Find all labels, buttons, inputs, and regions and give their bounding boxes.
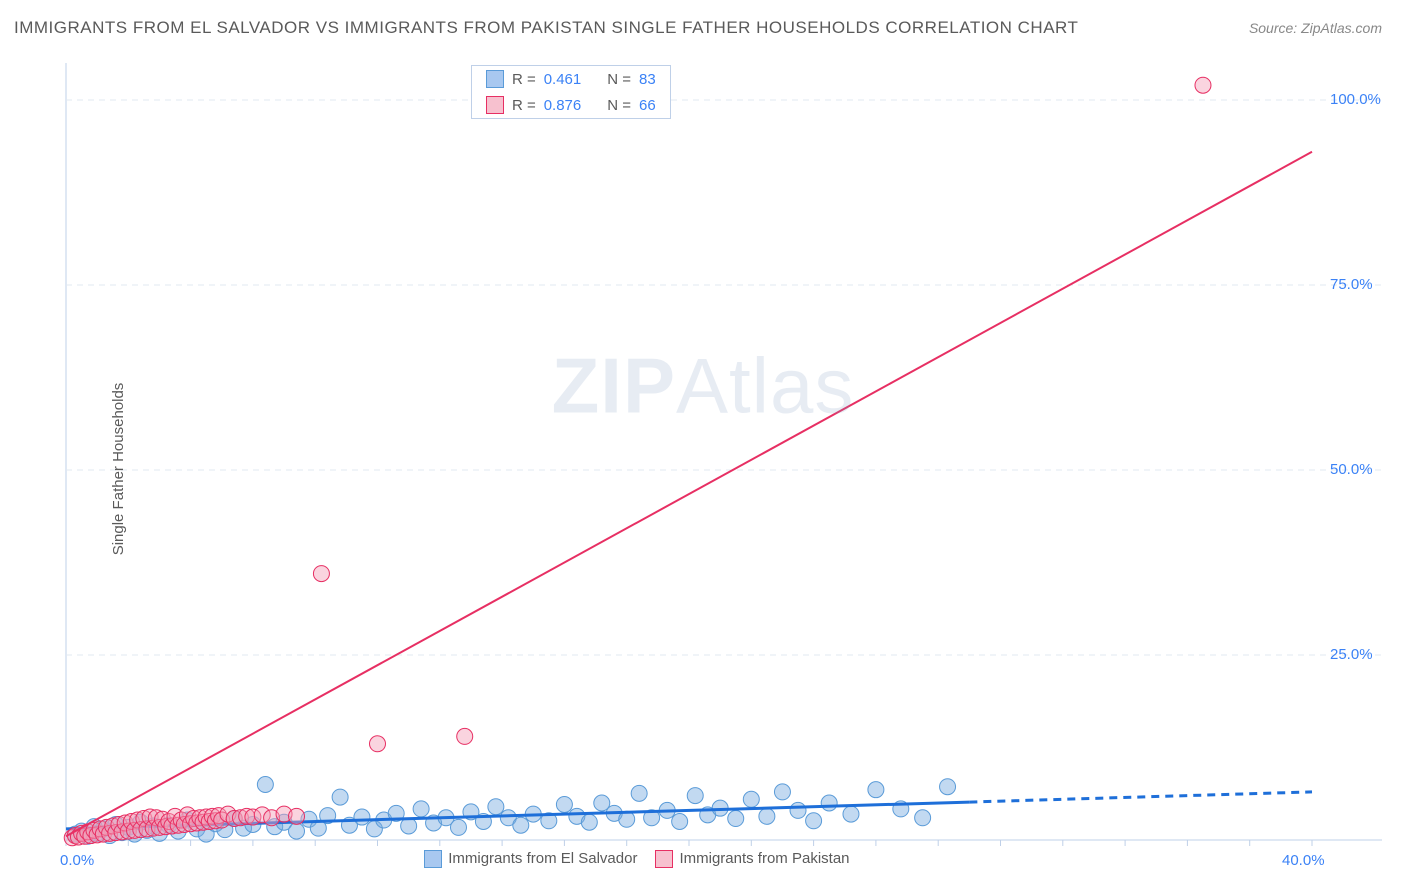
r-value: 0.876 [544,97,582,114]
correlation-legend-row: R = 0.876 N = 66 [472,92,670,118]
series-legend-item: Immigrants from Pakistan [655,850,849,868]
x-tick-label: 40.0% [1282,852,1325,869]
chart-container: Single Father Households ZIPAtlas R =0.4… [14,55,1392,882]
y-tick-label: 25.0% [1330,646,1373,663]
correlation-legend: R = 0.461 N = 83 R = 0.876 N = 66 [471,65,671,119]
y-tick-label: 75.0% [1330,276,1373,293]
legend-swatch [655,850,673,868]
series-legend-label: Immigrants from El Salvador [448,850,637,867]
n-value: 83 [639,71,656,88]
y-tick-label: 50.0% [1330,461,1373,478]
series-legend-item: Immigrants from El Salvador [424,850,637,868]
n-value: 66 [639,97,656,114]
n-label: N = [607,71,631,88]
source-attribution: Source: ZipAtlas.com [1249,20,1382,36]
legend-swatch [486,96,504,114]
y-axis-label: Single Father Households [110,382,127,555]
legend-swatch [424,850,442,868]
r-label: R = [512,71,536,88]
series-legend: Immigrants from El Salvador Immigrants fr… [424,850,849,868]
y-tick-label: 100.0% [1330,91,1381,108]
r-value: 0.461 [544,71,582,88]
n-label: N = [607,97,631,114]
legend-swatch [486,70,504,88]
correlation-legend-row: R = 0.461 N = 83 [472,66,670,92]
scatter-plot [14,55,1392,882]
r-label: R = [512,97,536,114]
series-legend-label: Immigrants from Pakistan [679,850,849,867]
chart-title: IMMIGRANTS FROM EL SALVADOR VS IMMIGRANT… [14,18,1078,38]
x-tick-label: 0.0% [60,852,94,869]
